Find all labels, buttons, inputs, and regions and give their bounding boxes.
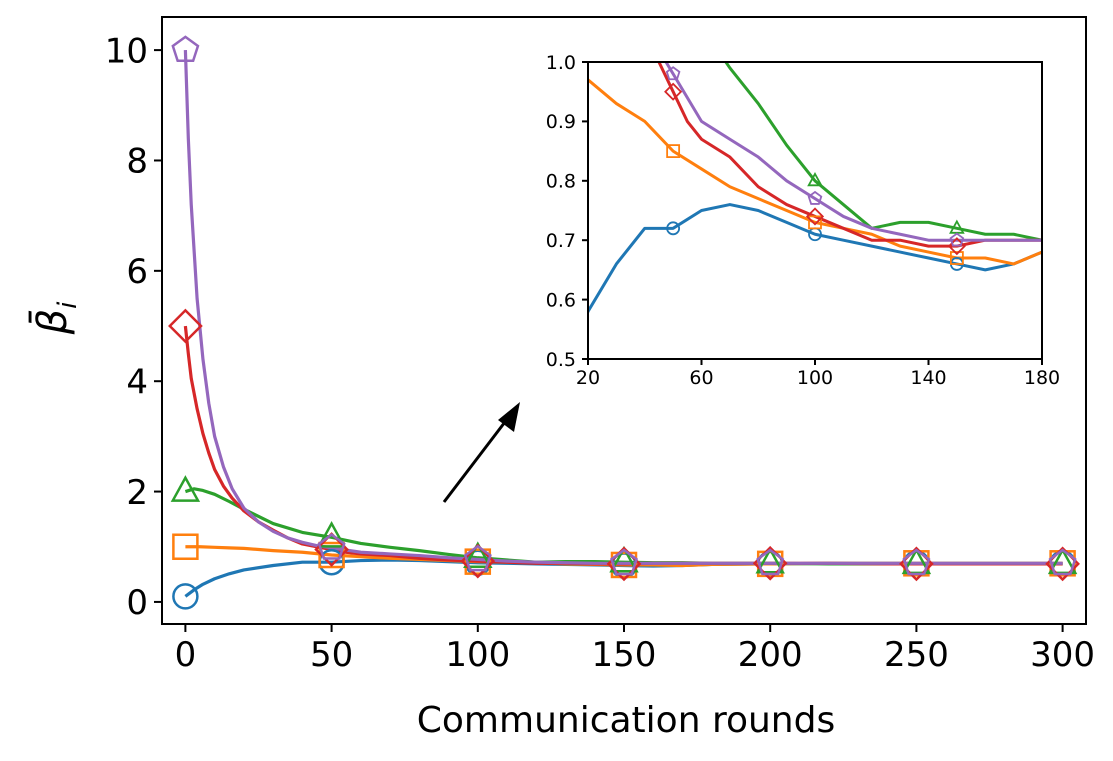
main-marker-circle — [172, 583, 199, 610]
inset-y-tick-label: 0.8 — [546, 171, 576, 193]
svg-text:β̄i: β̄i — [28, 301, 83, 336]
inset-y-tick-label: 0.5 — [546, 349, 576, 371]
inset-marker-diamond — [805, 207, 825, 226]
main-x-tick-label: 100 — [445, 635, 510, 675]
inset-marker-circle — [666, 221, 681, 236]
inset-y-tick-label: 0.7 — [546, 230, 576, 252]
main-x-tick-label: 300 — [1030, 635, 1095, 675]
zoom-arrow-head — [498, 402, 520, 432]
inset-x-tick-label: 180 — [1024, 367, 1060, 389]
inset-marker-pentagon — [665, 66, 681, 81]
main-series-line-pentagon — [183, 50, 1063, 565]
main-y-tick-label: 2 — [126, 473, 148, 513]
main-marker-triangle — [609, 545, 639, 573]
y-axis-label-subscript: i — [53, 301, 83, 309]
inset-background — [588, 62, 1042, 359]
y-axis-label-main: β̄ — [28, 309, 76, 336]
main-y-tick-label: 8 — [126, 142, 148, 182]
main-marker-pentagon — [1048, 548, 1077, 576]
main-marker-diamond — [460, 543, 496, 579]
inset-marker-square — [808, 215, 822, 230]
main-marker-square — [318, 541, 345, 569]
main-marker-diamond — [168, 308, 203, 344]
main-x-tick-label: 0 — [175, 635, 197, 675]
x-axis-label: Communication rounds — [417, 700, 835, 741]
main-x-tick-label: 50 — [310, 635, 353, 675]
inset-x-tick-label: 20 — [576, 367, 600, 389]
main-marker-triangle — [755, 546, 785, 574]
inset-series-line-pentagon — [664, 62, 1042, 242]
inset-series-group — [588, 62, 1042, 317]
main-y-tick-label: 10 — [105, 31, 148, 71]
y-axis-label: β̄i — [28, 301, 83, 336]
inset-x-tick-label: 100 — [797, 367, 833, 389]
main-x-tick-label: 150 — [592, 635, 657, 675]
main-marker-pentagon — [902, 548, 931, 576]
inset-markers-group — [664, 66, 966, 271]
inset-y-tick-label: 1.0 — [546, 52, 576, 74]
main-x-tick-label: 250 — [884, 635, 949, 675]
main-marker-square — [172, 533, 199, 560]
zoom-arrow-shaft — [442, 417, 510, 503]
main-y-tick-label: 0 — [126, 583, 148, 623]
inset-marker-square — [949, 251, 964, 265]
main-markers-group — [168, 35, 1080, 610]
inset-x-tick-label: 60 — [689, 367, 713, 389]
inset-marker-diamond — [664, 82, 683, 101]
inset-marker-triangle — [807, 172, 823, 187]
main-marker-triangle — [463, 541, 493, 569]
inset-y-tick-label: 0.9 — [546, 111, 576, 133]
main-marker-pentagon — [463, 544, 492, 572]
main-marker-triangle — [316, 520, 347, 548]
inset-series-line-triangle — [724, 62, 1042, 242]
inset-marker-pentagon — [949, 232, 965, 247]
main-x-tick-label: 200 — [738, 635, 803, 675]
main-y-tick-label: 6 — [126, 252, 148, 292]
inset-marker-square — [666, 144, 681, 159]
main-marker-diamond — [314, 532, 349, 567]
main-marker-square — [464, 548, 492, 575]
main-y-tick-label: 4 — [126, 362, 148, 402]
main-marker-pentagon — [171, 35, 200, 63]
inset-y-tick-label: 0.6 — [546, 289, 576, 311]
inset-x-tick-label: 140 — [910, 367, 946, 389]
main-marker-pentagon — [317, 533, 346, 560]
inset-marker-pentagon — [807, 190, 823, 205]
main-marker-pentagon — [756, 548, 785, 576]
inset-series-line-diamond — [657, 62, 1042, 248]
main-marker-triangle — [170, 475, 201, 502]
main-marker-pentagon — [609, 548, 639, 576]
inset-series-line-circle — [588, 203, 1042, 317]
inset-plot-area: 20 60 100 140 180 0.5 0.6 0.7 0.8 0.9 1.0 — [546, 52, 1060, 389]
